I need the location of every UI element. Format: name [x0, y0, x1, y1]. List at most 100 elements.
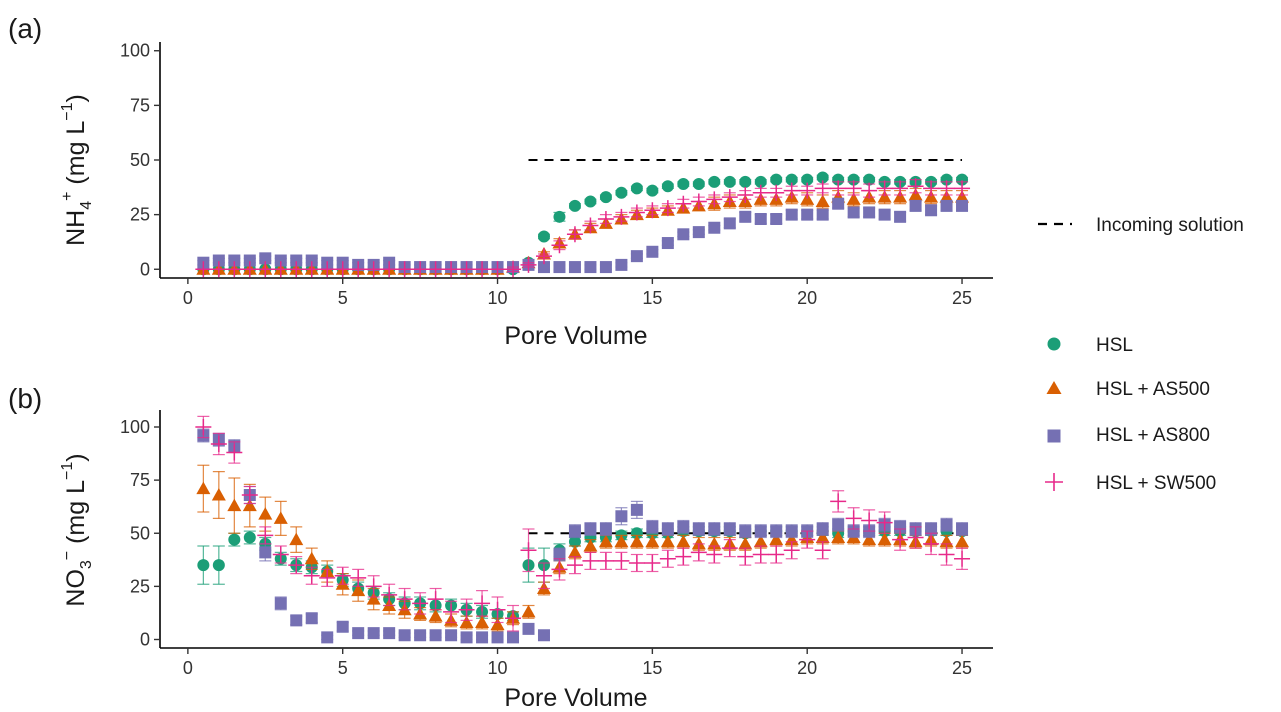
data-point — [567, 545, 582, 558]
data-point — [568, 261, 581, 274]
data-point — [210, 261, 227, 278]
data-point — [739, 175, 752, 188]
data-point — [738, 536, 753, 550]
data-point — [274, 597, 287, 610]
data-point — [706, 546, 723, 563]
data-point — [566, 226, 583, 243]
data-point — [553, 210, 566, 223]
data-point — [566, 557, 583, 574]
data-point — [568, 535, 581, 548]
data-point — [289, 532, 304, 546]
data-point — [876, 514, 893, 531]
data-point — [460, 631, 473, 644]
data-point — [646, 184, 659, 197]
data-point — [892, 180, 909, 197]
data-point — [847, 525, 860, 538]
data-point — [350, 569, 367, 586]
data-point — [196, 481, 211, 495]
data-point — [272, 261, 289, 278]
data-point — [476, 631, 489, 644]
data-point — [241, 261, 258, 278]
data-point — [832, 173, 845, 186]
data-point — [584, 195, 597, 208]
data-point — [832, 518, 845, 531]
data-point — [628, 555, 645, 571]
data-point — [319, 261, 336, 278]
data-point — [770, 173, 783, 186]
data-point — [535, 248, 552, 265]
data-point — [830, 180, 847, 197]
data-point — [599, 261, 612, 274]
data-point — [305, 612, 318, 625]
data-point — [677, 520, 690, 533]
data-point — [429, 629, 442, 642]
data-point — [799, 531, 816, 548]
panel-b-series-3 — [195, 415, 971, 632]
data-point — [754, 525, 767, 538]
data-point — [553, 261, 566, 274]
panel-a: (a) 0 25 50 75 100 0 5 10 15 20 25 Pore Volume NH4… — [8, 13, 993, 350]
data-point — [490, 617, 505, 631]
data-point — [537, 261, 550, 274]
data-point — [274, 254, 287, 267]
data-point — [613, 208, 630, 225]
legend-label-hsl: HSL — [1096, 335, 1133, 356]
data-point — [737, 186, 754, 203]
data-point — [629, 534, 644, 548]
panel-b-x-tick-label: 25 — [952, 658, 972, 678]
data-point — [706, 191, 723, 208]
data-point — [876, 180, 893, 197]
data-point — [661, 523, 674, 535]
legend-triangle-icon — [1046, 381, 1062, 394]
data-point — [551, 561, 568, 578]
legend-label-hsl-sw500: HSL + SW500 — [1096, 473, 1216, 494]
data-point — [737, 548, 754, 565]
data-point — [630, 503, 643, 516]
data-point — [816, 208, 829, 221]
data-point — [259, 546, 272, 559]
data-point — [661, 180, 674, 193]
data-point — [783, 182, 800, 199]
data-point — [785, 173, 798, 186]
data-point — [847, 173, 860, 186]
data-point — [352, 627, 365, 640]
data-point — [396, 261, 413, 278]
data-point — [940, 518, 953, 531]
data-point — [474, 595, 491, 612]
data-point — [628, 204, 645, 221]
data-point — [505, 610, 522, 627]
data-point — [427, 591, 444, 608]
panel-a-x-tick-label: 20 — [797, 288, 817, 308]
data-point — [520, 542, 537, 559]
data-point — [350, 261, 367, 278]
legend-item-hsl-sw500: HSL + SW500 — [1045, 473, 1216, 494]
data-point — [195, 419, 212, 435]
data-point — [290, 614, 303, 627]
data-point — [754, 175, 767, 188]
data-point — [212, 254, 225, 267]
data-point — [723, 175, 736, 188]
data-point — [365, 578, 382, 595]
data-point — [242, 498, 257, 512]
data-point — [816, 171, 829, 184]
data-point — [938, 180, 955, 197]
data-point — [288, 261, 305, 278]
panel-b-x-tick-label: 10 — [488, 658, 508, 678]
legend: Incoming solution HSL HSL + AS500 HSL + … — [1038, 215, 1244, 494]
plot-b: 0 25 50 75 100 0 5 10 15 20 25 — [120, 410, 993, 678]
data-point — [427, 261, 444, 278]
data-point — [801, 208, 814, 221]
data-point — [785, 525, 798, 538]
panel-b-y-axis-title: NO3− (mg L−1) — [59, 453, 95, 606]
data-point — [877, 532, 892, 546]
data-point — [938, 546, 955, 563]
panel-b-x-axis-title: Pore Volume — [504, 684, 647, 712]
data-point — [459, 615, 474, 628]
data-point — [644, 202, 661, 219]
data-point — [940, 173, 953, 186]
data-point — [956, 199, 969, 212]
data-point — [584, 261, 597, 274]
data-point — [907, 178, 924, 195]
panel-a-y-axis-title: NH4+ (mg L−1) — [59, 94, 95, 246]
data-point — [770, 213, 783, 225]
